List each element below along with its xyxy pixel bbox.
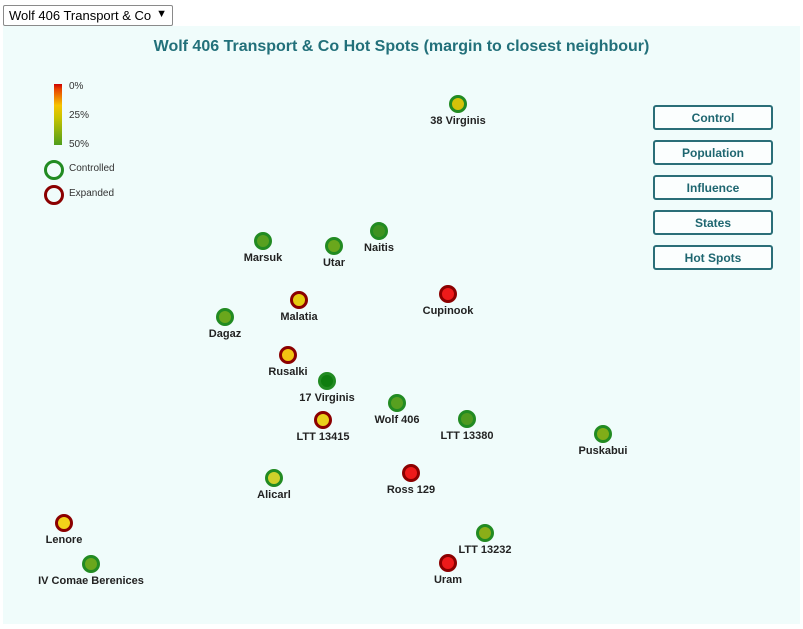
system-label: Naitis xyxy=(364,242,394,254)
legend-expanded-label: Expanded xyxy=(69,188,115,199)
system-dot[interactable] xyxy=(254,232,272,250)
system-dot[interactable] xyxy=(279,346,297,364)
system-label: Alicarl xyxy=(257,489,291,501)
system-label: Lenore xyxy=(45,534,83,546)
states-button[interactable]: States xyxy=(653,210,773,235)
map-title: Wolf 406 Transport & Co Hot Spots (margi… xyxy=(153,38,650,55)
hot-spots-button[interactable]: Hot Spots xyxy=(653,245,773,270)
system-dot[interactable] xyxy=(325,237,343,255)
system-label: Cupinook xyxy=(422,305,474,317)
system-dot[interactable] xyxy=(314,411,332,429)
system-dot[interactable] xyxy=(265,469,283,487)
system-dot[interactable] xyxy=(439,285,457,303)
legend-tick-50: 50% xyxy=(69,139,90,150)
chevron-down-icon: ▼ xyxy=(156,8,167,20)
system-label: IV Comae Berenices xyxy=(38,575,144,587)
control-button[interactable]: Control xyxy=(653,105,773,130)
system-dot[interactable] xyxy=(216,308,234,326)
system-label: 17 Virginis xyxy=(299,392,355,404)
system-dot[interactable] xyxy=(290,291,308,309)
system-label: Ross 129 xyxy=(386,484,436,496)
system-label: Puskabui xyxy=(578,445,628,457)
legend-controlled-ring-icon xyxy=(44,160,64,180)
faction-select[interactable]: Wolf 406 Transport & Co ▼ xyxy=(3,5,173,26)
influence-button[interactable]: Influence xyxy=(653,175,773,200)
population-button[interactable]: Population xyxy=(653,140,773,165)
system-dot[interactable] xyxy=(402,464,420,482)
system-dot[interactable] xyxy=(476,524,494,542)
legend-controlled-label: Controlled xyxy=(69,163,115,174)
system-label: LTT 13380 xyxy=(440,430,494,442)
legend-tick-25: 25% xyxy=(69,110,90,121)
system-dot[interactable] xyxy=(449,95,467,113)
system-label: Marsuk xyxy=(243,252,283,264)
system-dot[interactable] xyxy=(370,222,388,240)
system-dot[interactable] xyxy=(458,410,476,428)
faction-select-value: Wolf 406 Transport & Co xyxy=(9,8,152,23)
legend-color-scale xyxy=(54,84,62,145)
system-label: Uram xyxy=(433,574,463,586)
system-dot[interactable] xyxy=(55,514,73,532)
system-dot[interactable] xyxy=(388,394,406,412)
system-dot[interactable] xyxy=(594,425,612,443)
system-label: Wolf 406 xyxy=(374,414,420,426)
system-label: LTT 13415 xyxy=(296,431,350,443)
system-label: 38 Virginis xyxy=(430,115,486,127)
legend-expanded-ring-icon xyxy=(44,185,64,205)
system-label: Utar xyxy=(322,257,345,269)
map-panel: Wolf 406 Transport & Co Hot Spots (margi… xyxy=(3,26,800,624)
system-dot[interactable] xyxy=(318,372,336,390)
system-label: Dagaz xyxy=(208,328,242,340)
system-dot[interactable] xyxy=(439,554,457,572)
system-dot[interactable] xyxy=(82,555,100,573)
system-label: Rusalki xyxy=(268,366,308,378)
system-label: LTT 13232 xyxy=(458,544,512,556)
legend-tick-0: 0% xyxy=(69,81,84,92)
system-label: Malatia xyxy=(280,311,318,323)
